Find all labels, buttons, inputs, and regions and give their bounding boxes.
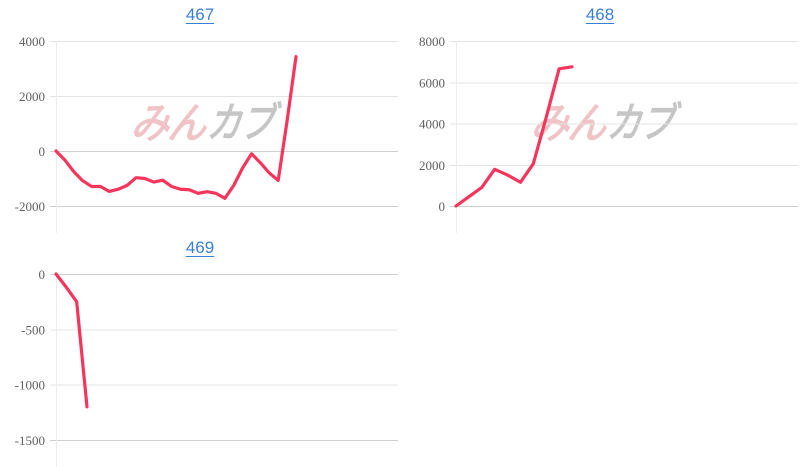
y-tick-label: -2000 (15, 199, 45, 214)
y-tick-label: -1500 (15, 433, 45, 448)
y-tick-label: 0 (439, 199, 446, 214)
chart-title-link-467[interactable]: 467 (185, 5, 215, 24)
chart-title-468: 468 (400, 6, 800, 24)
plot-area-467: 4000 2000 0 -2000 (15, 34, 398, 233)
series-line-467 (54, 55, 298, 200)
y-tick-label: 2000 (419, 158, 445, 173)
chart-panel-468: 468 みん カブ 8000 6000 4000 2000 0 (400, 0, 800, 233)
chart-title-469: 469 (0, 239, 400, 257)
y-tick-label: 4000 (19, 34, 45, 49)
y-tick-label: 0 (39, 267, 46, 282)
chart-panel-469: 469みんカブ0-500-1000-1500 (0, 233, 400, 467)
chart-title-467: 467 (0, 6, 400, 24)
y-tick-label: -500 (21, 322, 45, 337)
y-tick-label: 6000 (419, 75, 445, 90)
plot-area-469: 0 -500 -1000 -1500 (15, 267, 398, 467)
y-tick-label: 8000 (419, 34, 445, 49)
series-line-468 (454, 65, 574, 208)
y-tick-label: -1000 (15, 378, 45, 393)
chart-title-link-468[interactable]: 468 (585, 5, 615, 24)
y-tick-label: 2000 (19, 89, 45, 104)
y-tick-label: 4000 (419, 117, 445, 132)
chart-title-link-469[interactable]: 469 (185, 238, 215, 257)
series-line-469 (54, 272, 89, 409)
plot-area-468: 8000 6000 4000 2000 0 (419, 34, 798, 233)
chart-panel-467: 467 みん カブ 4000 2000 0 -2000 (0, 0, 400, 233)
empty-chart-slot (400, 233, 800, 467)
y-tick-label: 0 (39, 144, 46, 159)
